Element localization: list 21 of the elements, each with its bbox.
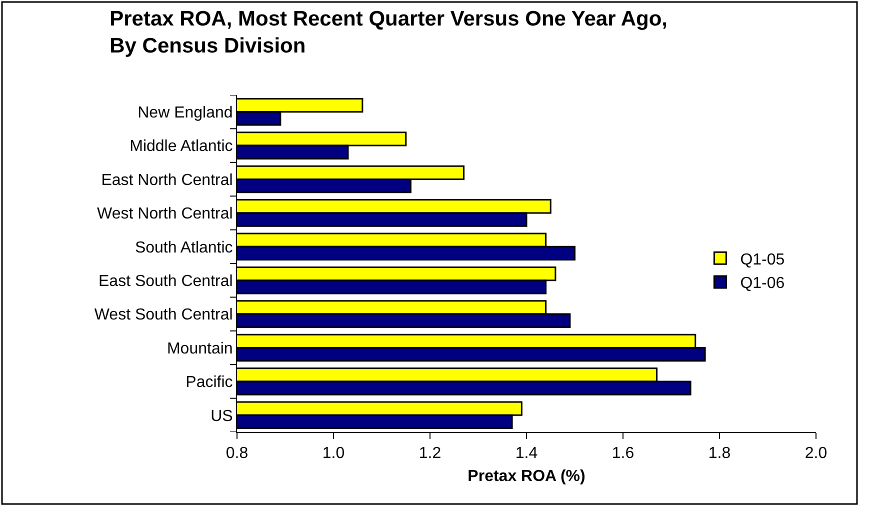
y-tick-label: East South Central (98, 272, 233, 290)
y-tick-label: South Atlantic (134, 239, 233, 256)
x-tick-label: 1.8 (708, 445, 731, 462)
x-tick-label: 0.8 (226, 445, 248, 462)
x-axis-title: Pretax ROA (%) (468, 468, 586, 485)
y-tick-label: US (210, 408, 233, 425)
y-tick-label: Mountain (166, 340, 233, 358)
y-tick-label: West North Central (97, 206, 233, 223)
x-tick-label: 1.0 (322, 445, 345, 462)
x-tick-label: 1.2 (418, 445, 442, 462)
legend-label: Q1-05 (740, 251, 785, 268)
x-tick-label: 1.4 (515, 445, 538, 462)
legend-label: Q1-06 (740, 275, 785, 292)
y-tick-label: Pacific (186, 374, 233, 392)
y-tick-label: East North Central (101, 172, 233, 189)
x-tick-label: 2.0 (804, 445, 828, 462)
x-tick-label: 1.6 (612, 445, 634, 462)
y-tick-label: Middle Atlantic (130, 138, 233, 156)
chart-title: Pretax ROA, Most Recent Quarter Versus One Year Ago, By Census Division (110, 7, 668, 58)
y-tick-label: West South Central (94, 306, 233, 324)
y-tick-label: New England (138, 104, 233, 122)
